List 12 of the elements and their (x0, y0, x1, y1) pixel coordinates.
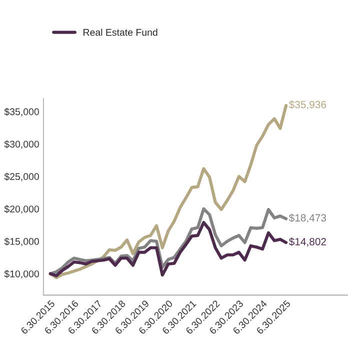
data-label: $14,802 (288, 238, 326, 247)
data-label: $18,473 (288, 214, 326, 223)
y-tick-label: $30,000 (4, 140, 39, 149)
data-label: $35,936 (288, 100, 326, 110)
y-tick-label: $10,000 (4, 270, 39, 278)
line-series (48, 220, 288, 278)
legend-label: Real Estate Fund (84, 28, 158, 36)
line-series (48, 104, 288, 280)
y-tick-label: $15,000 (4, 238, 39, 246)
y-tick-label: $35,000 (4, 108, 39, 116)
y-tick-label: $20,000 (4, 205, 39, 214)
y-tick-label: $25,000 (4, 172, 39, 182)
